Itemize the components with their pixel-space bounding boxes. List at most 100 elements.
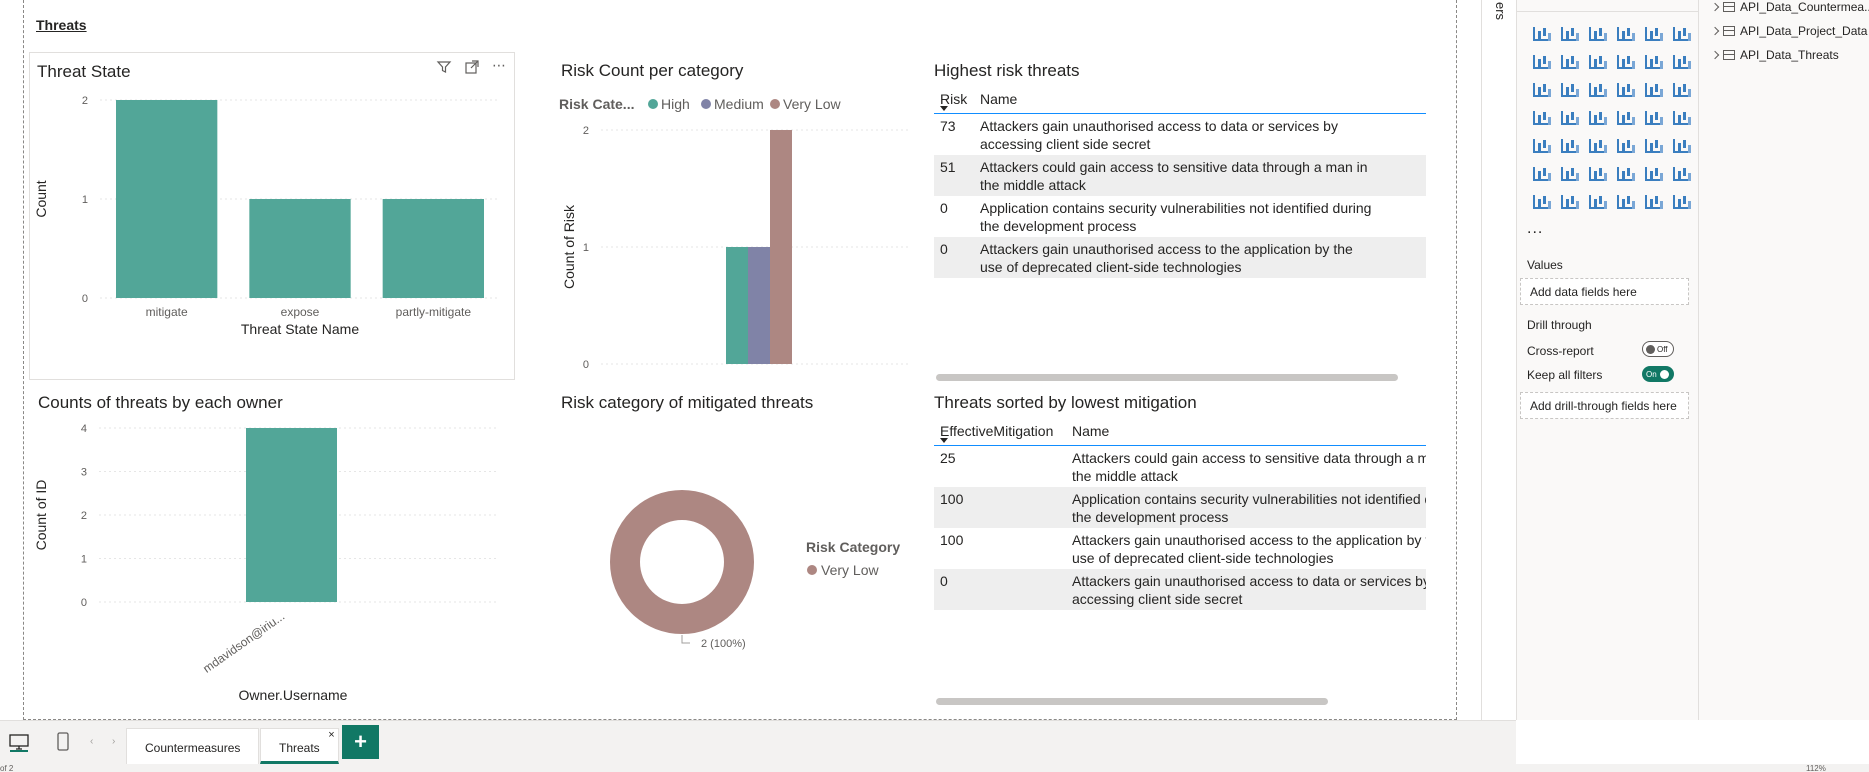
visual-type-icon[interactable]: [1639, 160, 1667, 188]
mobile-layout-icon[interactable]: [56, 732, 70, 757]
more-visuals-icon[interactable]: ...: [1527, 220, 1544, 237]
horizontal-scrollbar[interactable]: [936, 698, 1328, 705]
bar-expose[interactable]: [249, 199, 351, 298]
visual-type-icon[interactable]: [1583, 188, 1611, 216]
chevron-right-icon[interactable]: [1710, 26, 1720, 36]
visual-type-icon[interactable]: [1639, 188, 1667, 216]
legend-item-Medium[interactable]: Medium: [714, 96, 764, 112]
visual-type-icon[interactable]: [1611, 48, 1639, 76]
visual-type-icon[interactable]: [1583, 132, 1611, 160]
visual-type-icon[interactable]: [1639, 76, 1667, 104]
visual-type-icon[interactable]: [1639, 48, 1667, 76]
chevron-right-icon[interactable]: [1710, 2, 1720, 12]
bar-High[interactable]: [726, 247, 748, 364]
horizontal-scrollbar[interactable]: [936, 374, 1398, 381]
visual-type-icon[interactable]: [1667, 76, 1695, 104]
legend-item-Very Low[interactable]: Very Low: [821, 562, 879, 578]
visual-type-icon[interactable]: [1583, 160, 1611, 188]
tab-threats[interactable]: Threats ×: [260, 728, 339, 764]
filters-pane-label[interactable]: ers: [1493, 2, 1508, 21]
column-header-name[interactable]: Name: [1072, 422, 1110, 439]
zoom-level[interactable]: 112%: [1806, 764, 1826, 772]
desktop-layout-icon[interactable]: [8, 732, 30, 757]
visual-type-icon[interactable]: [1611, 104, 1639, 132]
data-table-item[interactable]: API_Data_Project_Data: [1710, 24, 1867, 38]
visual-type-icon[interactable]: [1667, 48, 1695, 76]
threat-state-visual[interactable]: Threat State ⋯ 0 1 2 mitigate expose partly-m…: [29, 52, 515, 380]
bar-mitigate[interactable]: [116, 100, 218, 298]
table-row[interactable]: 51 Attackers could gain access to sensiti…: [934, 155, 1426, 196]
data-table-item[interactable]: API_Data_Countermea...: [1710, 0, 1869, 14]
visual-type-icon[interactable]: [1527, 132, 1555, 160]
visual-type-icon[interactable]: [1667, 160, 1695, 188]
add-page-button[interactable]: +: [342, 725, 379, 759]
risk-count-visual[interactable]: Risk Count per category Risk Cate... High…: [557, 52, 917, 380]
table-row[interactable]: 0 Application contains security vulnerabi…: [934, 196, 1426, 237]
mitigated-category-visual[interactable]: Risk category of mitigated threats 2 (10…: [557, 384, 917, 714]
tab-countermeasures[interactable]: Countermeasures: [126, 728, 260, 764]
more-options-icon[interactable]: ⋯: [492, 57, 506, 73]
slice-Very Low[interactable]: [610, 490, 754, 634]
column-header-risk[interactable]: Risk: [940, 90, 968, 107]
visual-type-icon[interactable]: [1555, 20, 1583, 48]
visual-type-icon[interactable]: [1639, 20, 1667, 48]
visual-type-icon[interactable]: [1583, 104, 1611, 132]
column-header-name[interactable]: Name: [980, 90, 1018, 107]
bar-Very Low[interactable]: [770, 130, 792, 364]
legend-item-High[interactable]: High: [661, 96, 690, 112]
table-row[interactable]: 100 Attackers gain unauthorised access to…: [934, 528, 1426, 569]
focus-mode-icon[interactable]: [464, 59, 480, 75]
chevron-right-icon[interactable]: ›: [112, 736, 116, 747]
cross-report-toggle[interactable]: Off: [1642, 341, 1674, 357]
visual-type-icon[interactable]: [1527, 48, 1555, 76]
visual-type-icon[interactable]: [1555, 188, 1583, 216]
visual-type-icon[interactable]: [1611, 160, 1639, 188]
table-row[interactable]: 0 Attackers gain unauthorised access to t…: [934, 237, 1426, 278]
visual-type-icon[interactable]: [1555, 132, 1583, 160]
visual-type-icon[interactable]: [1667, 132, 1695, 160]
visual-type-icon[interactable]: [1583, 20, 1611, 48]
bar-partly-mitigate[interactable]: [382, 199, 484, 298]
visual-type-icon[interactable]: [1667, 188, 1695, 216]
lowest-mitigation-visual[interactable]: Threats sorted by lowest mitigation Effe…: [932, 384, 1426, 714]
table-row[interactable]: 73 Attackers gain unauthorised access to …: [934, 114, 1426, 155]
visual-type-icon[interactable]: [1639, 132, 1667, 160]
visual-type-icon[interactable]: [1667, 20, 1695, 48]
owner-counts-visual[interactable]: Counts of threats by each owner 0 1 2 3 4 mda…: [29, 384, 515, 714]
keep-filters-toggle[interactable]: On: [1642, 366, 1674, 382]
legend-item-Very Low[interactable]: Very Low: [783, 96, 841, 112]
visual-type-icon[interactable]: [1527, 76, 1555, 104]
close-icon[interactable]: ×: [328, 729, 335, 741]
drill-through-well[interactable]: Add drill-through fields here: [1520, 392, 1689, 419]
visual-type-icon[interactable]: [1555, 160, 1583, 188]
data-table-item[interactable]: API_Data_Threats: [1710, 48, 1839, 62]
visual-type-icon[interactable]: [1611, 76, 1639, 104]
visual-type-icon[interactable]: [1611, 188, 1639, 216]
visual-type-icon[interactable]: [1555, 104, 1583, 132]
chevron-left-icon[interactable]: ‹: [90, 736, 94, 747]
visual-type-icon[interactable]: [1555, 48, 1583, 76]
visual-type-icon[interactable]: [1583, 76, 1611, 104]
values-well[interactable]: Add data fields here: [1520, 278, 1689, 305]
visual-type-icon[interactable]: [1639, 104, 1667, 132]
visual-type-icon[interactable]: [1527, 104, 1555, 132]
column-header-mitigation[interactable]: EffectiveMitigation: [940, 422, 1054, 439]
table-row[interactable]: 0 Attackers gain unauthorised access to d…: [934, 569, 1426, 610]
visual-type-icon[interactable]: [1583, 48, 1611, 76]
visual-type-icon[interactable]: [1527, 188, 1555, 216]
visual-type-icon[interactable]: [1611, 132, 1639, 160]
visual-type-icon[interactable]: [1527, 20, 1555, 48]
highest-risk-visual[interactable]: Highest risk threats Risk Name 73 Attacke…: [932, 52, 1426, 382]
bar-Medium[interactable]: [748, 247, 770, 364]
visual-type-icon[interactable]: [1527, 160, 1555, 188]
table-row[interactable]: 25 Attackers could gain access to sensiti…: [934, 446, 1426, 487]
chevron-right-icon[interactable]: [1710, 50, 1720, 60]
table-cell: Attackers gain unauthorised access to da…: [980, 118, 1338, 152]
filters-pane-collapsed[interactable]: [1482, 0, 1516, 720]
visual-type-icon[interactable]: [1555, 76, 1583, 104]
bar-owner[interactable]: [246, 428, 337, 602]
visual-type-icon[interactable]: [1611, 20, 1639, 48]
visual-type-icon[interactable]: [1667, 104, 1695, 132]
table-row[interactable]: 100 Application contains security vulnera…: [934, 487, 1426, 528]
filter-icon[interactable]: [436, 59, 452, 75]
